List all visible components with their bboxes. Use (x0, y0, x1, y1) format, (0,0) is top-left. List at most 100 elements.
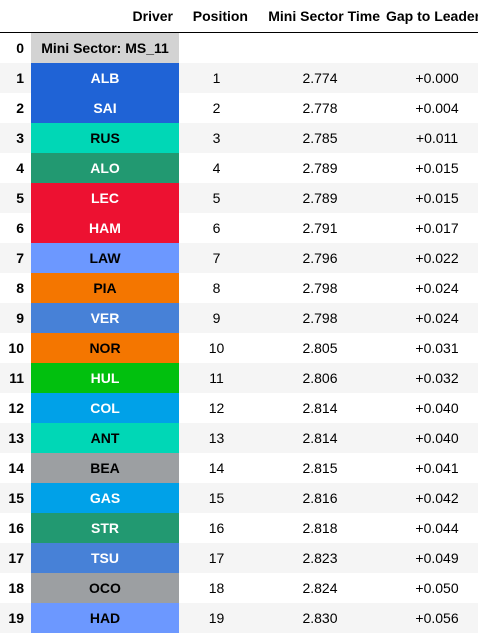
table-row: 18 OCO 18 2.824 +0.050 (0, 572, 478, 603)
gap-to-leader-cell (386, 33, 478, 63)
mini-sector-time-cell: 2.785 (302, 129, 338, 146)
gap-to-leader-cell: +0.050 (415, 579, 459, 596)
position-cell: 3 (212, 129, 221, 146)
position-cell: 9 (212, 309, 221, 326)
table-row: 11 HUL 11 2.806 +0.032 (0, 362, 478, 393)
driver-cell: ALB (31, 62, 179, 93)
driver-cell: GAS (31, 482, 179, 513)
gap-to-leader-cell: +0.015 (415, 159, 459, 176)
mini-sector-time-cell: 2.830 (302, 609, 338, 626)
row-index: 11 (9, 369, 24, 386)
driver-cell: TSU (31, 542, 179, 573)
table-row: 12 COL 12 2.814 +0.040 (0, 392, 478, 423)
driver-cell: LAW (31, 242, 179, 273)
position-cell: 1 (212, 69, 221, 86)
table-row: 1 ALB 1 2.774 +0.000 (0, 62, 478, 93)
header-row: Driver Position Mini Sector Time Gap to … (0, 0, 478, 33)
table-row: 14 BEA 14 2.815 +0.041 (0, 452, 478, 483)
position-cell (179, 33, 254, 63)
index-header (0, 0, 31, 33)
row-index: 9 (16, 309, 24, 326)
gap-to-leader-cell: +0.024 (415, 279, 459, 296)
driver-cell: ANT (31, 422, 179, 453)
mini-sector-time-cell: 2.814 (302, 429, 338, 446)
mini-sector-time-cell: 2.816 (302, 489, 338, 506)
mini-sector-time-cell: 2.789 (302, 159, 338, 176)
table-row: 3 RUS 3 2.785 +0.011 (0, 122, 478, 153)
gap-to-leader-cell: +0.040 (415, 429, 459, 446)
driver-cell: ALO (31, 152, 179, 183)
table-header: Driver Position Mini Sector Time Gap to … (0, 0, 478, 33)
position-cell: 13 (208, 429, 225, 446)
mini-sector-time-cell: 2.824 (302, 579, 338, 596)
row-index: 1 (16, 69, 24, 86)
position-cell: 7 (212, 249, 221, 266)
gap-to-leader-cell: +0.000 (415, 69, 459, 86)
row-index: 6 (16, 219, 24, 236)
gap-to-leader-cell: +0.015 (415, 189, 459, 206)
gap-to-leader-cell: +0.017 (415, 219, 459, 236)
driver-cell: HAM (31, 212, 179, 243)
table-row: 7 LAW 7 2.796 +0.022 (0, 242, 478, 273)
gap-to-leader-cell: +0.024 (415, 309, 459, 326)
gap-to-leader-cell: +0.032 (415, 369, 459, 386)
mini-sector-time-cell: 2.805 (302, 339, 338, 356)
gap-to-leader-cell: +0.022 (415, 249, 459, 266)
row-index: 0 (16, 39, 24, 56)
driver-cell: RUS (31, 122, 179, 153)
row-index: 12 (8, 399, 24, 416)
gap-to-leader-cell: +0.031 (415, 339, 459, 356)
table-row: 6 HAM 6 2.791 +0.017 (0, 212, 478, 243)
mini-sector-time-cell: 2.806 (302, 369, 338, 386)
mini-sector-time-column-header: Mini Sector Time (254, 0, 386, 33)
table-row: 8 PIA 8 2.798 +0.024 (0, 272, 478, 303)
gap-to-leader-cell: +0.011 (415, 129, 459, 146)
position-cell: 5 (212, 189, 221, 206)
mini-sector-time-cell: 2.815 (302, 459, 338, 476)
mini-sector-time-cell: 2.789 (302, 189, 338, 206)
driver-cell: NOR (31, 332, 179, 363)
table-row: 4 ALO 4 2.789 +0.015 (0, 152, 478, 183)
position-cell: 19 (208, 609, 225, 626)
row-index: 19 (8, 609, 24, 626)
mini-sector-time-cell: 2.774 (302, 69, 338, 86)
mini-sector-time-cell: 2.778 (302, 99, 338, 116)
gap-to-leader-cell: +0.040 (415, 399, 459, 416)
driver-cell: OCO (31, 572, 179, 603)
position-cell: 10 (208, 339, 225, 356)
row-index: 10 (8, 339, 24, 356)
position-cell: 17 (208, 549, 225, 566)
table-row: 9 VER 9 2.798 +0.024 (0, 302, 478, 333)
gap-to-leader-cell: +0.056 (415, 609, 459, 626)
driver-cell: LEC (31, 182, 179, 213)
gap-to-leader-cell: +0.044 (415, 519, 459, 536)
mini-sector-time-cell: 2.798 (302, 309, 338, 326)
driver-cell: PIA (31, 272, 179, 303)
mini-sector-time-cell: 2.796 (302, 249, 338, 266)
row-index: 4 (16, 159, 24, 176)
mini-sector-time-cell: 2.791 (302, 219, 338, 236)
gap-to-leader-cell: +0.049 (415, 549, 459, 566)
table-row: 0 Mini Sector: MS_11 (0, 32, 478, 63)
driver-cell: COL (31, 392, 179, 423)
table-row: 15 GAS 15 2.816 +0.042 (0, 482, 478, 513)
gap-to-leader-column-header: Gap to Leader (386, 0, 478, 33)
driver-cell: VER (31, 302, 179, 333)
driver-cell: HAD (31, 602, 179, 633)
gap-to-leader-cell: +0.041 (415, 459, 459, 476)
row-index: 18 (8, 579, 24, 596)
mini-sector-label-cell: Mini Sector: MS_11 (31, 32, 179, 63)
row-index: 17 (8, 549, 24, 566)
row-index: 13 (8, 429, 24, 446)
position-cell: 6 (212, 219, 221, 236)
table-row: 16 STR 16 2.818 +0.044 (0, 512, 478, 543)
mini-sector-time-cell: 2.818 (302, 519, 338, 536)
position-cell: 11 (209, 369, 224, 386)
table-row: 17 TSU 17 2.823 +0.049 (0, 542, 478, 573)
row-index: 14 (8, 459, 24, 476)
row-index: 7 (16, 249, 24, 266)
table-row: 13 ANT 13 2.814 +0.040 (0, 422, 478, 453)
table-row: 10 NOR 10 2.805 +0.031 (0, 332, 478, 363)
gap-to-leader-cell: +0.042 (415, 489, 459, 506)
